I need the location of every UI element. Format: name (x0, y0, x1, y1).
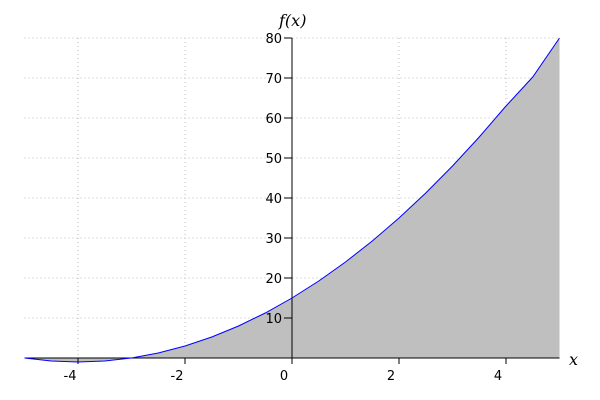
y-tick-label: 40 (265, 192, 282, 207)
ticks: -4 -2 0 2 4 10 20 30 40 50 60 70 80 (64, 32, 507, 384)
y-axis-label: f(x) (278, 11, 306, 30)
y-tick-label: 60 (265, 112, 282, 127)
y-tick-label: 30 (265, 232, 282, 247)
x-axis-label: x (569, 350, 578, 369)
x-tick-label: -2 (171, 369, 184, 384)
x-tick-label: -4 (64, 369, 77, 384)
x-tick-label: 4 (494, 369, 502, 384)
x-tick-label: 2 (387, 369, 395, 384)
y-tick-label: 10 (265, 312, 282, 327)
y-tick-label: 50 (265, 152, 282, 167)
area-fill (24, 38, 560, 362)
y-tick-label: 70 (265, 72, 282, 87)
y-tick-label: 20 (265, 272, 282, 287)
y-tick-label: 80 (265, 32, 282, 47)
series-line (24, 37, 560, 363)
x-tick-label: 0 (280, 369, 288, 384)
